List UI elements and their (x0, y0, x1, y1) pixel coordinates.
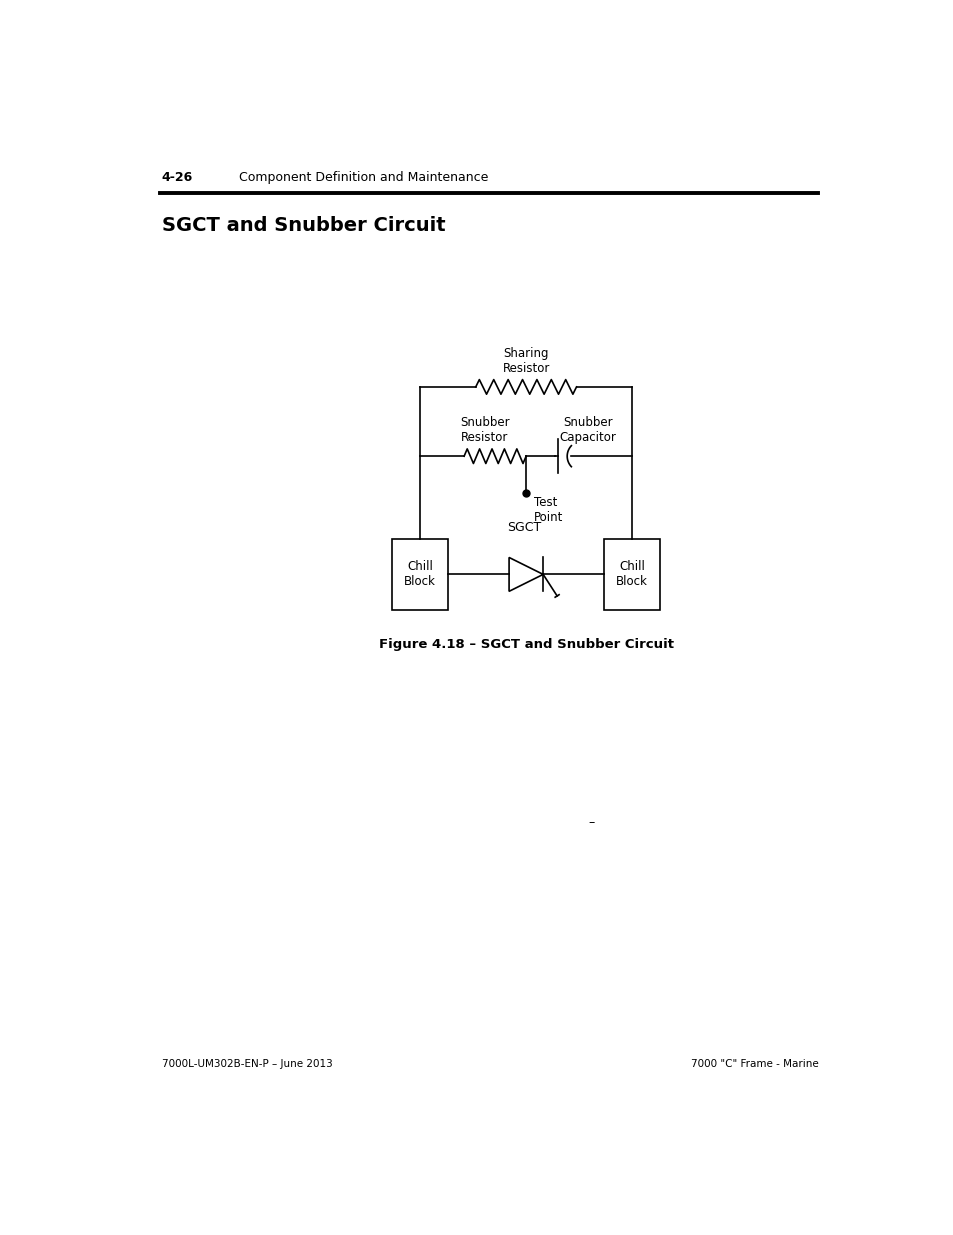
Text: Component Definition and Maintenance: Component Definition and Maintenance (239, 170, 488, 184)
Bar (392, 538, 447, 610)
Text: 7000 "C" Frame - Marine: 7000 "C" Frame - Marine (690, 1058, 818, 1068)
Text: Sharing
Resistor: Sharing Resistor (502, 347, 549, 375)
Text: 4-26: 4-26 (162, 170, 193, 184)
Text: SGCT: SGCT (507, 521, 541, 534)
Text: Chill
Block: Chill Block (403, 561, 436, 588)
Text: Test
Point: Test Point (534, 496, 562, 524)
Text: SGCT and Snubber Circuit: SGCT and Snubber Circuit (162, 216, 445, 235)
Text: Figure 4.18 – SGCT and Snubber Circuit: Figure 4.18 – SGCT and Snubber Circuit (378, 638, 673, 651)
Text: 7000L-UM302B-EN-P – June 2013: 7000L-UM302B-EN-P – June 2013 (162, 1058, 333, 1068)
Text: –: – (587, 816, 594, 829)
Text: Snubber
Resistor: Snubber Resistor (459, 416, 509, 443)
Bar (604, 538, 659, 610)
Text: Chill
Block: Chill Block (616, 561, 647, 588)
Text: Snubber
Capacitor: Snubber Capacitor (559, 416, 616, 443)
